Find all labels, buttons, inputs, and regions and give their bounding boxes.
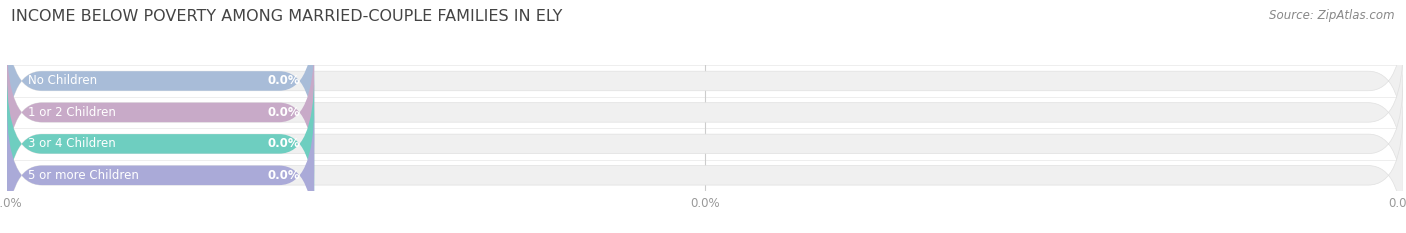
Text: 0.0%: 0.0% (267, 169, 301, 182)
Text: 0.0%: 0.0% (267, 75, 301, 87)
Text: 1 or 2 Children: 1 or 2 Children (28, 106, 115, 119)
FancyBboxPatch shape (7, 12, 1403, 150)
FancyBboxPatch shape (7, 75, 314, 213)
FancyBboxPatch shape (7, 44, 314, 181)
FancyBboxPatch shape (7, 12, 314, 150)
FancyBboxPatch shape (7, 106, 1403, 233)
Text: 0.0%: 0.0% (267, 137, 301, 150)
Text: 5 or more Children: 5 or more Children (28, 169, 139, 182)
Text: 3 or 4 Children: 3 or 4 Children (28, 137, 115, 150)
FancyBboxPatch shape (7, 75, 1403, 213)
FancyBboxPatch shape (7, 106, 314, 233)
Text: 0.0%: 0.0% (267, 106, 301, 119)
Text: No Children: No Children (28, 75, 97, 87)
FancyBboxPatch shape (7, 44, 1403, 181)
Text: Source: ZipAtlas.com: Source: ZipAtlas.com (1270, 9, 1395, 22)
Text: INCOME BELOW POVERTY AMONG MARRIED-COUPLE FAMILIES IN ELY: INCOME BELOW POVERTY AMONG MARRIED-COUPL… (11, 9, 562, 24)
